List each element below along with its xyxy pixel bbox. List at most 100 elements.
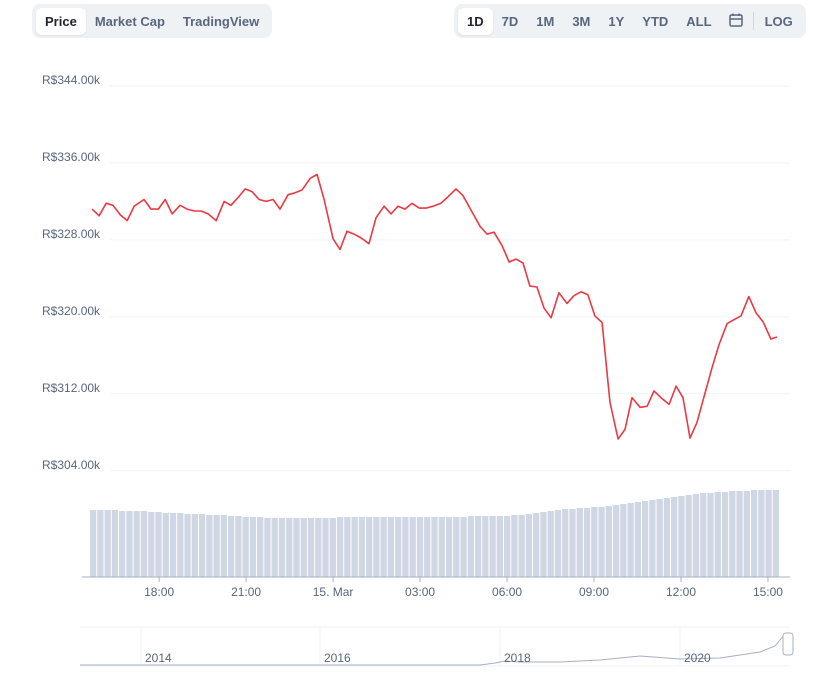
volume-bar (729, 491, 736, 577)
volume-bar (169, 513, 177, 577)
calendar-icon (728, 13, 743, 27)
volume-bar (642, 501, 649, 577)
volume-bar (119, 511, 126, 577)
volume-bar (104, 510, 111, 577)
range-button[interactable]: 1D (458, 7, 493, 35)
volume-bar (198, 514, 206, 577)
volume-bar (271, 518, 278, 577)
volume-bar (540, 512, 547, 577)
range-button[interactable]: 3M (572, 13, 591, 29)
volume-bar (395, 517, 402, 577)
volume-bar (416, 517, 424, 577)
volume-bar (743, 491, 750, 577)
volume-bar (460, 517, 467, 577)
volume-bar (177, 513, 184, 577)
volume-bar (518, 515, 525, 577)
volume-bar (300, 518, 307, 577)
range-button[interactable]: ALL (686, 13, 712, 29)
navigator-label: 2014 (145, 651, 172, 665)
volume-bar (736, 491, 743, 577)
volume-bar (758, 490, 765, 577)
volume-bar (504, 516, 511, 577)
calendar-button[interactable] (721, 7, 751, 36)
volume-bar (402, 517, 409, 577)
volume-bar (242, 517, 249, 577)
range-button[interactable]: 1M (536, 13, 555, 29)
volume-bar (772, 490, 779, 577)
navigator-label: 2018 (504, 651, 531, 665)
volume-bar (634, 502, 641, 577)
volume-bar (714, 492, 721, 577)
volume-bar (721, 492, 729, 577)
volume-bar (525, 514, 533, 577)
volume-bar (286, 518, 293, 577)
volume-bar (750, 490, 758, 577)
volume-bar (547, 511, 554, 577)
volume-bar (583, 508, 591, 577)
volume-bar (293, 518, 300, 577)
volume-bar (424, 517, 431, 577)
volume-bar (554, 510, 562, 577)
volume-bar (249, 517, 257, 577)
volume-bar (692, 494, 700, 577)
volume-bar (358, 517, 365, 577)
x-tick-label: 03:00 (405, 585, 435, 599)
y-tick-label: R$312.00k (42, 381, 101, 395)
volume-bar (206, 515, 213, 577)
volume-bar (569, 509, 576, 577)
volume-bar (489, 516, 496, 577)
volume-bar (562, 509, 569, 577)
volume-bar (366, 517, 373, 577)
volume-bar (235, 516, 242, 577)
volume-bar (322, 518, 329, 577)
volume-bar (533, 513, 540, 577)
tab[interactable]: Market Cap (94, 13, 165, 29)
volume-bar (431, 517, 438, 577)
volume-bar (133, 511, 140, 577)
price-line (91, 173, 778, 440)
range-button[interactable]: YTD (642, 13, 669, 29)
volume-bar (656, 499, 663, 577)
y-tick-label: R$344.00k (42, 73, 101, 87)
volume-bar (685, 495, 692, 577)
volume-bar (620, 504, 627, 577)
volume-bar (707, 493, 714, 577)
volume-bar (351, 517, 358, 577)
volume-bar (474, 516, 482, 577)
volume-bar (445, 517, 453, 577)
volume-bar (467, 516, 474, 577)
volume-bar (387, 517, 395, 577)
x-tick-label: 21:00 (231, 585, 261, 599)
volume-bar (126, 511, 133, 577)
volume-bar (605, 506, 612, 577)
tab[interactable]: TradingView (182, 13, 260, 29)
volume-bar (213, 515, 220, 577)
volume-bar (257, 517, 264, 577)
volume-bar (344, 517, 351, 577)
volume-bar (162, 513, 169, 577)
volume-bar (482, 516, 489, 577)
volume-bar (612, 505, 620, 577)
range-button[interactable]: 7D (501, 13, 519, 29)
range-buttons: 1D 7D 1M 3M 1Y YTD ALL LOG (454, 4, 806, 38)
volume-bar (155, 512, 162, 577)
volume-bar (700, 493, 707, 577)
volume-bar (511, 515, 518, 577)
x-tick-label: 06:00 (492, 585, 522, 599)
y-tick-label: R$336.00k (42, 150, 101, 164)
volume-bar (678, 496, 685, 577)
range-button[interactable]: 1Y (608, 13, 625, 29)
log-button[interactable]: LOG (764, 13, 793, 29)
volume-bar (576, 508, 583, 577)
volume-bar (380, 517, 387, 577)
volume-bar (111, 510, 119, 577)
volume-bar (307, 518, 315, 577)
volume-bar (663, 498, 671, 577)
volume-bar (90, 510, 97, 577)
volume-bar (627, 503, 634, 577)
navigator: 2014 2016 2018 2020 (80, 626, 794, 667)
volume-bar (315, 518, 322, 577)
y-tick-label: R$328.00k (42, 227, 101, 241)
tab[interactable]: Price (36, 7, 86, 35)
